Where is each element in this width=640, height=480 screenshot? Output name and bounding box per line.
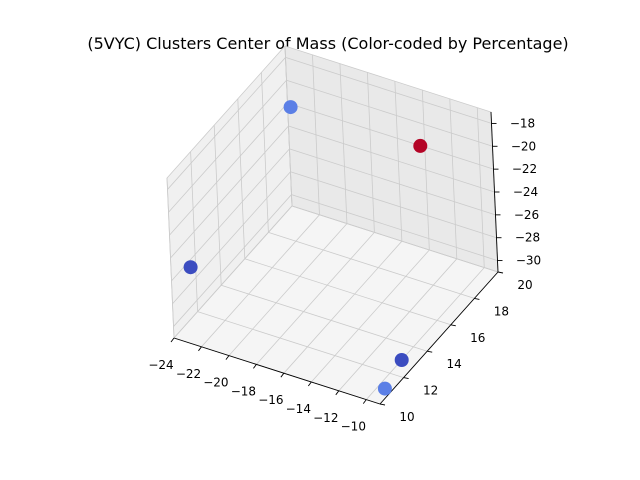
grid-line (311, 249, 430, 383)
grid-line (286, 79, 493, 147)
x-tick-label: −24 (148, 358, 173, 372)
x-tick-mark (253, 364, 257, 369)
x-tick-label: −18 (231, 384, 256, 398)
y-tick-mark (379, 403, 386, 406)
chart-title: (5VYC) Clusters Center of Mass (Color-co… (87, 34, 568, 53)
grid-line (268, 232, 475, 299)
x-axis-line (173, 337, 381, 405)
scatter-point (394, 353, 409, 367)
z-tick-label: −18 (510, 116, 535, 130)
grid-line (173, 205, 293, 339)
x-tick-mark (307, 381, 312, 387)
scatter-point (183, 260, 198, 275)
grid-line (168, 80, 287, 213)
grid-line (290, 171, 497, 239)
y-tick-label: 14 (447, 357, 462, 371)
axes-panes (166, 45, 499, 405)
grid-line (256, 232, 375, 365)
x-tick-label: −12 (313, 411, 338, 425)
y-axis-line (379, 271, 499, 405)
grid-line (291, 194, 498, 261)
grid-line (244, 258, 451, 326)
x-tick-mark (170, 337, 175, 343)
x-tick-label: −20 (203, 376, 228, 390)
grid-lines (166, 45, 499, 405)
grid-line (197, 311, 404, 378)
z-tick-label: −28 (515, 231, 540, 245)
x-tick-mark (280, 372, 285, 378)
scatter-point (283, 100, 298, 115)
y-tick-label: 12 (423, 384, 438, 398)
grid-line (169, 102, 288, 236)
scatter-point (413, 138, 428, 153)
grid-line (291, 205, 499, 273)
x-tick-label: −16 (258, 393, 283, 407)
grid-line (289, 148, 496, 216)
x-tick-label: −22 (176, 367, 201, 381)
y-tick-label: 16 (470, 331, 485, 345)
x-tick-label: −10 (341, 420, 366, 434)
grid-line (173, 194, 292, 327)
z-tick-label: −22 (512, 162, 537, 176)
axes: −24−22−20−18−16−14−12−10101214161820−30−… (148, 111, 541, 434)
y-tick-label: 10 (399, 410, 414, 424)
grid-line (338, 258, 458, 392)
y-tick-mark (474, 297, 480, 300)
x-tick-mark (335, 390, 340, 396)
z-tick-label: −30 (516, 254, 541, 268)
z-tick-label: −26 (514, 208, 539, 222)
grid-line (228, 223, 348, 356)
grid-line (221, 284, 428, 352)
grid-line (285, 57, 492, 124)
grid-line (171, 148, 290, 282)
grid-line (201, 214, 320, 348)
grid-line (288, 125, 495, 193)
grid-line (283, 240, 403, 374)
y-tick-mark (427, 350, 433, 353)
y-tick-mark (403, 377, 409, 380)
x-tick-mark (362, 399, 367, 404)
y-tick-mark (450, 324, 456, 327)
grid-line (172, 171, 291, 304)
grid-line (170, 125, 289, 259)
y-tick-label: 20 (517, 278, 532, 292)
grid-line (167, 57, 286, 190)
z-tick-label: −20 (511, 139, 536, 153)
grid-line (287, 102, 494, 170)
scatter-point (377, 381, 392, 396)
x-tick-mark (198, 346, 202, 352)
y-tick-label: 18 (494, 304, 509, 318)
y-tick-mark (497, 271, 504, 274)
data-points (183, 100, 428, 396)
x-tick-mark (225, 355, 230, 360)
grid-line (365, 267, 485, 400)
z-tick-label: −24 (513, 185, 538, 199)
x-tick-label: −14 (286, 402, 311, 416)
